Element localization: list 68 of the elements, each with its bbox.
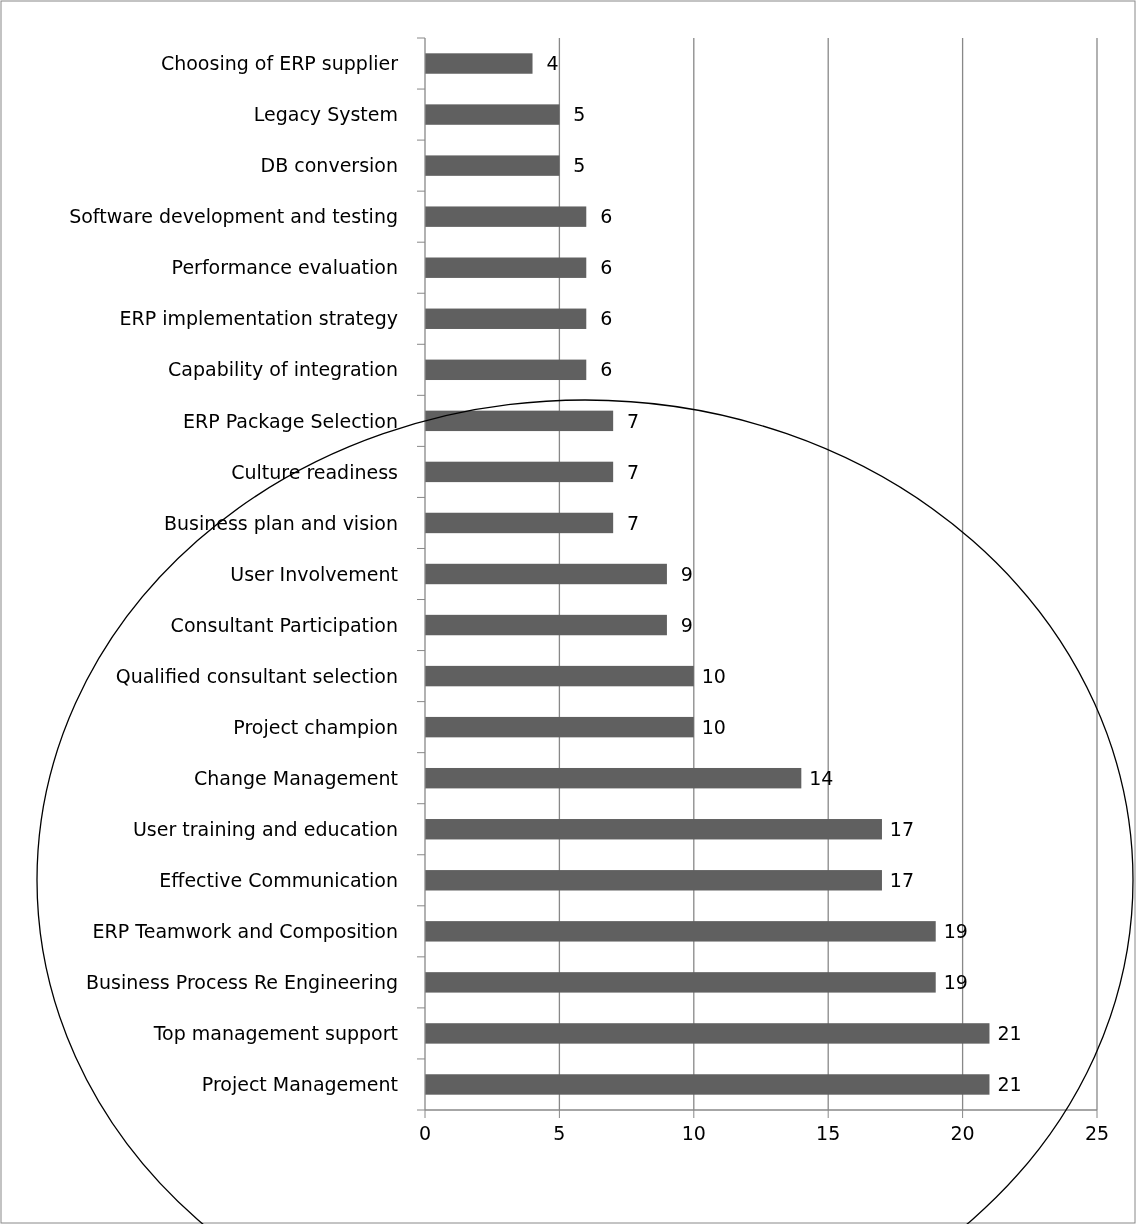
data-label: 21 bbox=[997, 1073, 1022, 1096]
x-tick-label: 25 bbox=[1084, 1122, 1110, 1144]
y-tick-label: Choosing of ERP supplier bbox=[160, 52, 399, 75]
bar bbox=[425, 665, 694, 687]
data-label: 7 bbox=[627, 409, 640, 432]
x-tick-label: 20 bbox=[950, 1122, 975, 1144]
bar bbox=[425, 716, 694, 738]
bar bbox=[425, 870, 882, 891]
y-tick-label: ERP Package Selection bbox=[182, 409, 398, 432]
data-label: 21 bbox=[997, 1022, 1022, 1045]
data-label: 7 bbox=[627, 460, 640, 483]
bar bbox=[425, 461, 614, 483]
y-tick-label: Software development and testing bbox=[69, 205, 398, 228]
y-tick-label: Change Management bbox=[194, 766, 398, 789]
data-label: 7 bbox=[627, 511, 640, 534]
y-tick-label: User training and education bbox=[132, 817, 398, 840]
x-tick-label: 0 bbox=[418, 1122, 432, 1144]
data-label: 17 bbox=[889, 817, 915, 840]
y-tick-label: ERP implementation strategy bbox=[119, 307, 398, 330]
bar bbox=[425, 410, 614, 432]
data-label: 5 bbox=[573, 154, 586, 177]
y-tick-label: Project Management bbox=[201, 1073, 398, 1096]
y-tick-label: Business Process Re Engineering bbox=[85, 971, 398, 994]
data-label: 19 bbox=[943, 971, 968, 994]
data-label: 6 bbox=[600, 358, 613, 381]
data-label: 10 bbox=[701, 664, 726, 687]
data-label: 14 bbox=[809, 766, 834, 789]
x-tick-label: 10 bbox=[681, 1122, 706, 1144]
bar bbox=[425, 308, 587, 329]
bar bbox=[425, 819, 882, 840]
bar bbox=[425, 359, 587, 381]
y-tick-label: ERP Teamwork and Composition bbox=[92, 919, 398, 942]
bar bbox=[425, 512, 614, 534]
bar bbox=[425, 921, 936, 942]
y-tick-label: Top management support bbox=[152, 1022, 398, 1045]
bar bbox=[425, 104, 560, 125]
data-label: 19 bbox=[943, 919, 968, 942]
y-tick-label: Culture readiness bbox=[231, 460, 398, 483]
bar bbox=[425, 767, 802, 789]
y-tick-label: User Involvement bbox=[230, 562, 398, 585]
bar bbox=[425, 563, 667, 585]
bar bbox=[425, 53, 533, 74]
data-label: 6 bbox=[600, 256, 613, 279]
y-tick-label: DB conversion bbox=[260, 154, 398, 177]
data-label: 9 bbox=[680, 562, 693, 585]
y-tick-label: Effective Communication bbox=[159, 868, 398, 891]
y-tick-label: Consultant Participation bbox=[170, 613, 398, 636]
y-tick-label: Performance evaluation bbox=[171, 256, 398, 279]
y-tick-label: Project champion bbox=[233, 715, 398, 738]
data-label: 5 bbox=[573, 103, 586, 126]
bar bbox=[425, 257, 587, 278]
y-tick-label: Capability of integration bbox=[168, 358, 398, 381]
data-label: 17 bbox=[889, 868, 915, 891]
bar bbox=[425, 614, 667, 636]
x-tick-label: 5 bbox=[553, 1122, 566, 1144]
data-label: 6 bbox=[600, 307, 613, 330]
data-label: 4 bbox=[546, 52, 559, 75]
bar bbox=[425, 155, 560, 176]
bar bbox=[425, 206, 587, 227]
y-tick-label: Qualified consultant selection bbox=[115, 664, 398, 687]
bar bbox=[425, 1074, 990, 1095]
y-tick-label: Legacy System bbox=[253, 103, 398, 126]
bar bbox=[425, 1023, 990, 1044]
data-label: 6 bbox=[600, 205, 613, 228]
data-label: 10 bbox=[701, 715, 726, 738]
bar bbox=[425, 972, 936, 993]
x-tick-label: 15 bbox=[816, 1122, 841, 1144]
data-label: 9 bbox=[680, 613, 693, 636]
